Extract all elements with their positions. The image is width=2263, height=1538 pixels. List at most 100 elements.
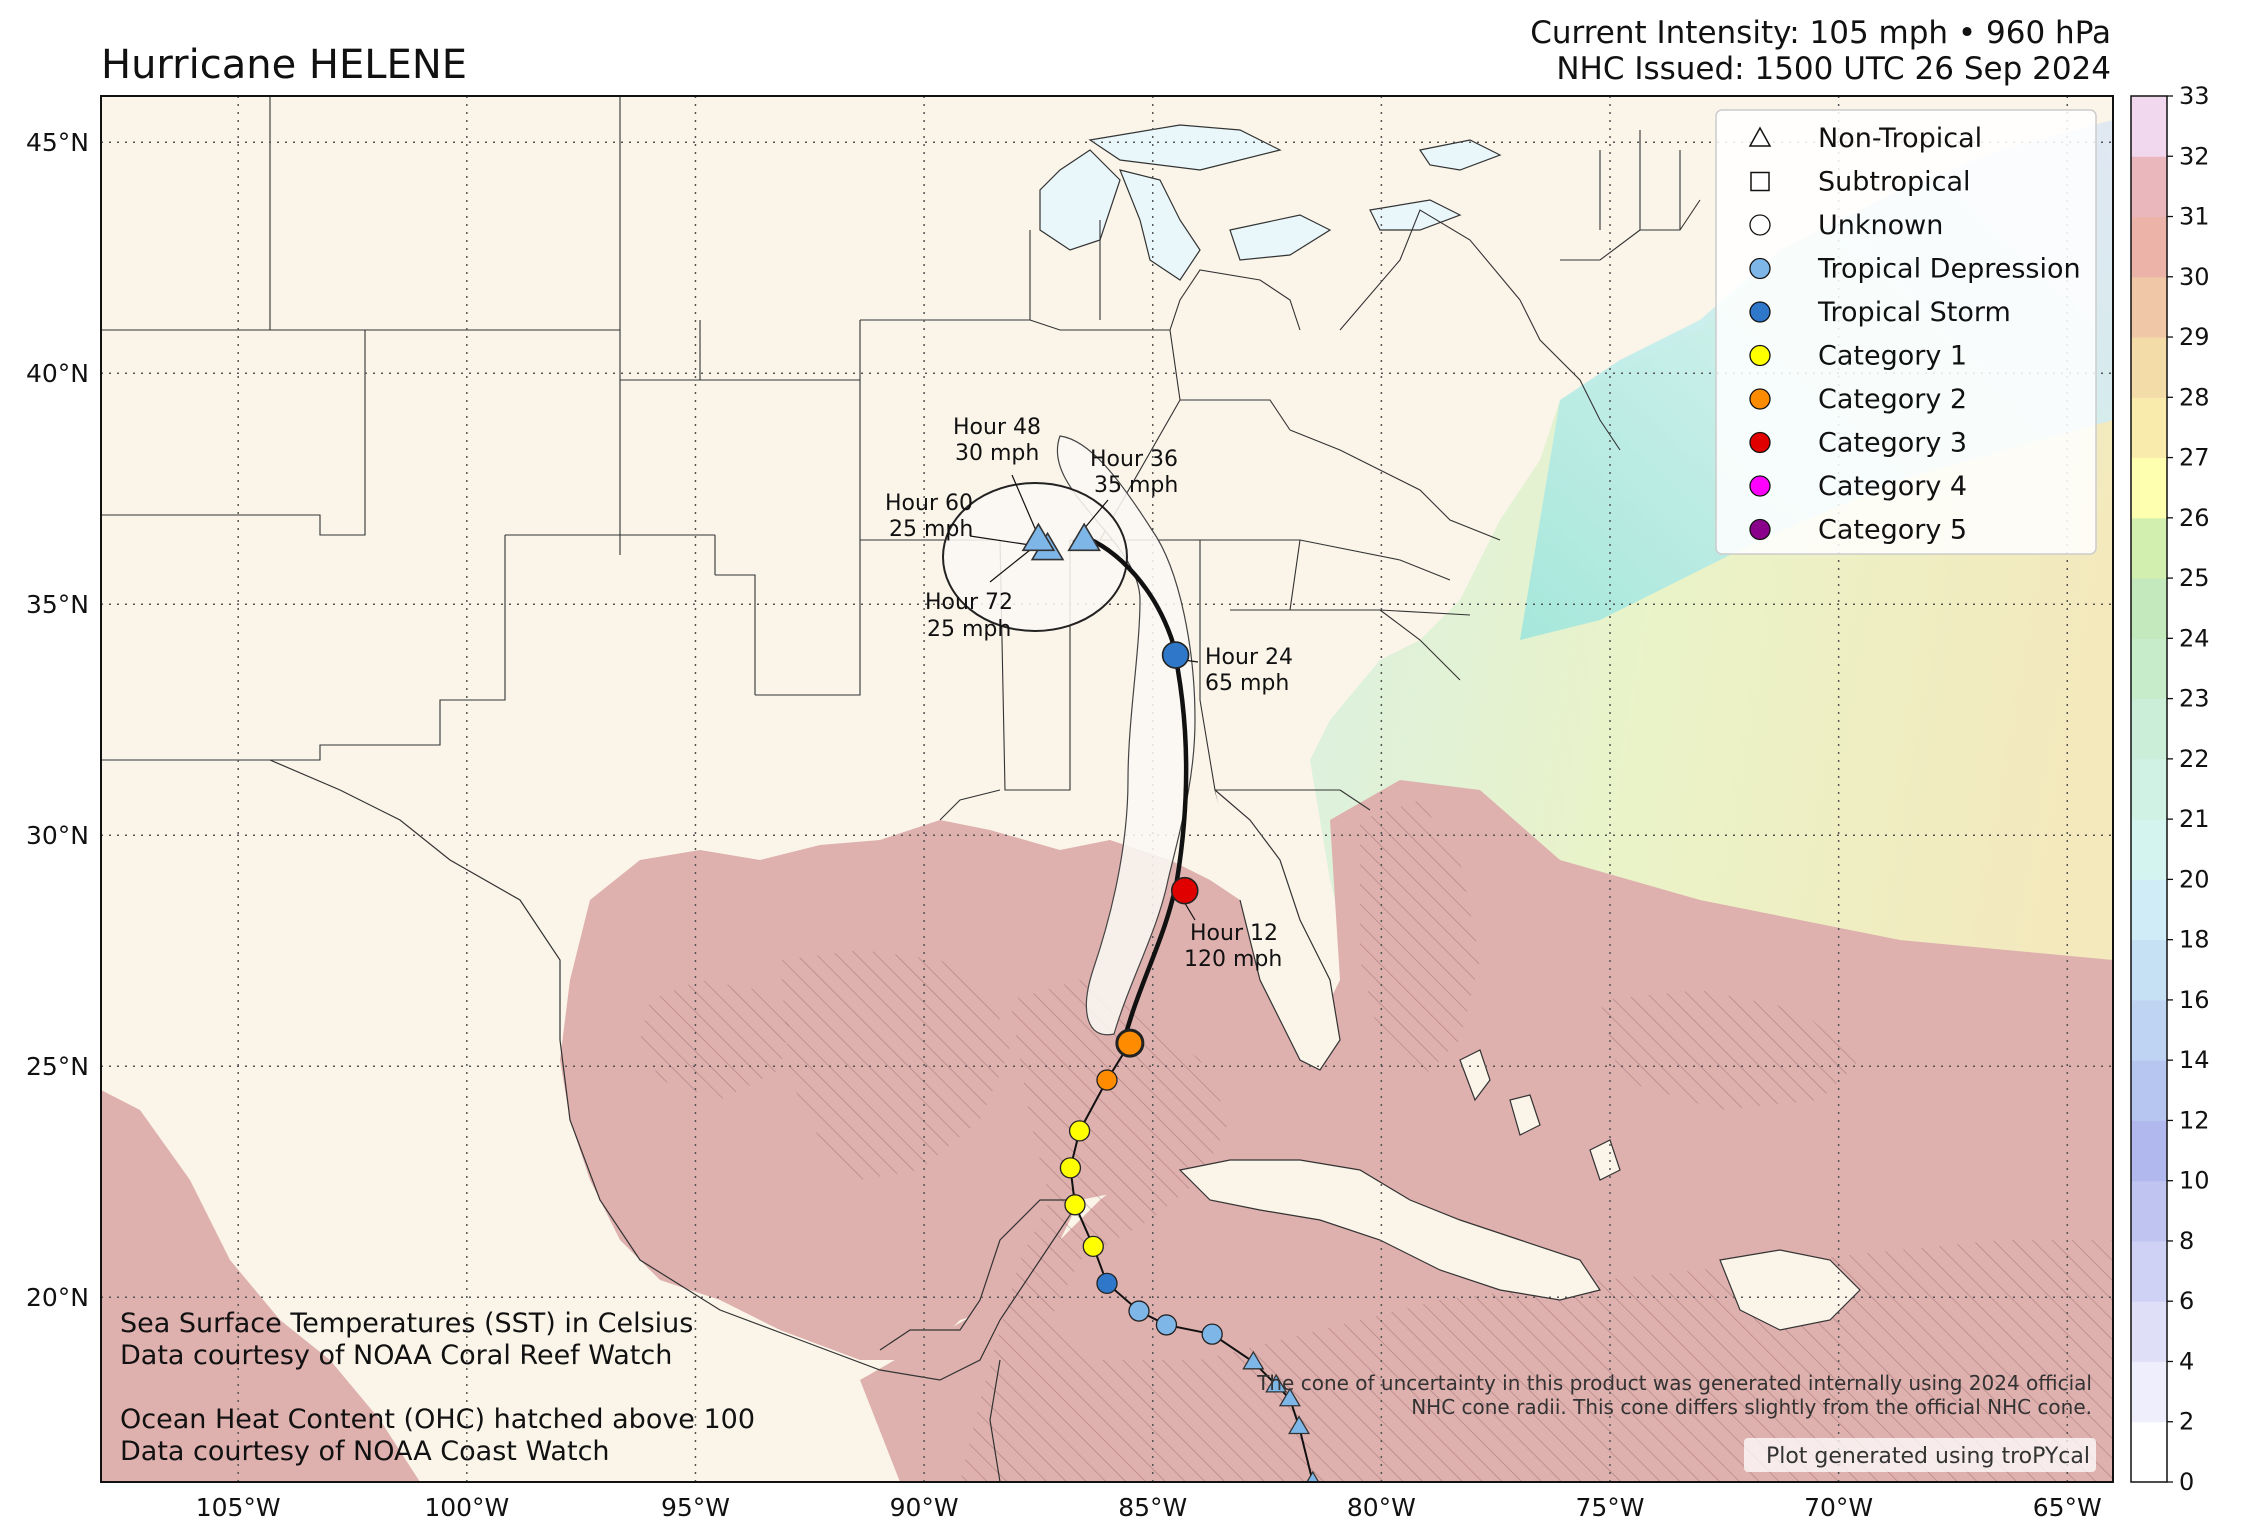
colorbar-tick-label: 12	[2179, 1106, 2210, 1134]
map-area: Hour 12 120 mph Hour 24 65 mph Hour 36 3…	[101, 96, 2113, 1482]
caribbean-islands	[1178, 1049, 1861, 1331]
colorbar-tick-label: 23	[2179, 685, 2210, 713]
colorbar-tick-label: 32	[2179, 142, 2210, 170]
legend-label: Tropical Depression	[1817, 254, 2081, 285]
cone-note-line-2: NHC cone radii. This cone differs slight…	[1411, 1395, 2092, 1419]
credit: Plot generated using troPYcal	[1766, 1444, 2090, 1469]
ohc-source: Data courtesy of NOAA Coast Watch	[120, 1436, 610, 1467]
lat-tick-label: 30°N	[26, 821, 89, 850]
nhc-issued: NHC Issued: 1500 UTC 26 Sep 2024	[1556, 51, 2111, 87]
colorbar-segment	[2131, 819, 2167, 880]
forecast-hour-labels: Hour 12 120 mph Hour 24 65 mph Hour 36 3…	[885, 415, 1293, 972]
legend-label: Unknown	[1818, 210, 1943, 241]
legend-circle-icon	[1749, 257, 1771, 280]
great-lakes	[1039, 124, 1502, 281]
cone-of-uncertainty	[1057, 435, 1196, 1036]
cone-disclaimer: The cone of uncertainty in this product …	[1256, 1371, 2092, 1419]
colorbar-tick-label: 33	[2179, 82, 2210, 110]
colorbar-segment	[2131, 939, 2167, 1001]
colorbar-segment	[2131, 999, 2167, 1061]
past-track-point	[1306, 1470, 1320, 1482]
legend-label: Category 5	[1818, 515, 1967, 546]
lon-tick-label: 80°W	[1347, 1493, 1416, 1522]
past-track-point	[1201, 1323, 1223, 1345]
colorbar-segment	[2131, 638, 2167, 700]
hour-36-wind: 35 mph	[1094, 473, 1178, 498]
legend-label: Non-Tropical	[1818, 123, 1982, 154]
colorbar-segment	[2131, 517, 2167, 579]
colorbar-segment	[2131, 1301, 2167, 1362]
past-track-point	[1128, 1300, 1150, 1322]
data-notes: Sea Surface Temperatures (SST) in Celsiu…	[120, 1308, 755, 1467]
legend-label: Category 4	[1818, 471, 1967, 502]
colorbar-segment	[2131, 1421, 2167, 1483]
lon-tick-label: 70°W	[1804, 1493, 1873, 1522]
ohc-hatching	[640, 800, 2113, 1482]
past-track-point	[1059, 1157, 1082, 1179]
lat-tick-label: 45°N	[26, 128, 89, 157]
forecast-point	[1170, 876, 1199, 905]
colorbar-tick-label: 21	[2179, 805, 2210, 833]
colorbar-tick-label: 29	[2179, 323, 2210, 351]
colorbar-tick-label: 25	[2179, 564, 2210, 592]
colorbar-tick-label: 4	[2179, 1347, 2194, 1375]
legend-circle-icon	[1749, 344, 1771, 367]
colorbar-tick-label: 26	[2179, 504, 2210, 532]
past-track-point	[1155, 1314, 1178, 1336]
colorbar-segment	[2131, 96, 2167, 157]
colorbar: 0246810121416182021222324252627282930313…	[2130, 82, 2210, 1496]
hour-24-label: Hour 24	[1205, 645, 1293, 670]
legend-circle-icon	[1749, 301, 1771, 323]
lon-tick-label: 65°W	[2033, 1493, 2102, 1522]
colorbar-tick-label: 22	[2179, 745, 2210, 773]
hour-48-label: Hour 48	[953, 415, 1041, 440]
lon-tick-label: 95°W	[661, 1493, 730, 1522]
lon-tick-label: 85°W	[1118, 1493, 1187, 1522]
colorbar-segment	[2131, 1120, 2167, 1182]
colorbar-segment	[2131, 879, 2167, 941]
legend-label: Category 1	[1818, 341, 1967, 372]
hour-60-wind: 25 mph	[889, 517, 973, 542]
legend-circle-icon	[1749, 214, 1771, 236]
legend-triangle-icon	[1748, 126, 1772, 147]
colorbar-tick-label: 30	[2179, 263, 2210, 291]
map-frame	[100, 95, 2114, 1483]
colorbar-segment	[2131, 397, 2167, 459]
lat-tick-label: 25°N	[26, 1052, 89, 1081]
past-track-point	[1278, 1387, 1301, 1407]
colorbar-segment	[2131, 1060, 2167, 1121]
pacific-corner	[101, 1090, 420, 1482]
forecast-point	[1021, 522, 1056, 552]
colorbar-segment	[2131, 457, 2167, 519]
hour-12-wind: 120 mph	[1184, 947, 1282, 972]
past-track-point	[1265, 1373, 1288, 1393]
lon-tick-label: 75°W	[1575, 1493, 1644, 1522]
colorbar-tick-label: 10	[2179, 1167, 2210, 1195]
colorbar-segment	[2131, 156, 2167, 218]
sst-source: Data courtesy of NOAA Coral Reef Watch	[120, 1340, 672, 1371]
axis-ticks: 105°W 100°W 95°W 90°W 85°W 80°W 75°W 70°W 65°W 45…	[26, 128, 2102, 1522]
colorbar-segment	[2131, 276, 2167, 338]
past-track-point	[1096, 1272, 1118, 1294]
hour-24-wind: 65 mph	[1205, 671, 1289, 696]
colorbar-tick-label: 14	[2179, 1046, 2210, 1074]
colorbar-segment	[2131, 216, 2167, 278]
sst-note: Sea Surface Temperatures (SST) in Celsiu…	[120, 1308, 693, 1339]
credit-box	[1744, 1438, 2096, 1472]
lat-tick-label: 40°N	[26, 359, 89, 388]
hour-36-label: Hour 36	[1090, 447, 1178, 472]
colorbar-frame	[2130, 95, 2168, 1483]
lon-tick-label: 100°W	[424, 1493, 509, 1522]
colorbar-segment	[2131, 578, 2167, 639]
chart-title: Hurricane HELENE	[101, 42, 467, 88]
hour-12-label: Hour 12	[1190, 921, 1278, 946]
ohc-note: Ocean Heat Content (OHC) hatched above 1…	[120, 1404, 755, 1435]
colorbar-segment	[2131, 337, 2167, 398]
lon-tick-label: 105°W	[196, 1493, 281, 1522]
cone-note-line-1: The cone of uncertainty in this product …	[1256, 1371, 2092, 1395]
hour-72-wind: 25 mph	[927, 617, 1011, 642]
forecast-track-line	[1079, 532, 1189, 1045]
colorbar-tick-label: 2	[2179, 1408, 2194, 1436]
lat-tick-label: 35°N	[26, 590, 89, 619]
